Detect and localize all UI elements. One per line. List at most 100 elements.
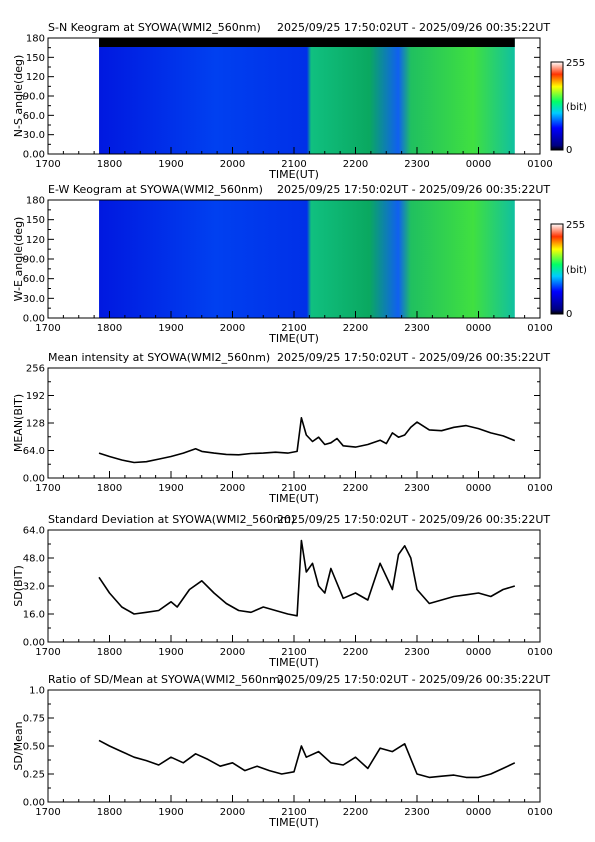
colorbar-max-label: 255 <box>566 58 585 69</box>
y-tick-label: 1.0 <box>29 686 45 697</box>
x-tick-label: 1800 <box>97 159 122 170</box>
y-tick-label: 180 <box>26 196 45 207</box>
x-tick-label: 0100 <box>527 323 552 334</box>
x-tick-label: 0000 <box>466 159 491 170</box>
y-tick-label: 64.0 <box>23 526 45 537</box>
y-tick-label: 16.0 <box>23 610 45 621</box>
chart-title: Ratio of SD/Mean at SYOWA(WMI2_560nm) <box>48 673 284 686</box>
time-range-label: 2025/09/25 17:50:02UT - 2025/09/26 00:35… <box>277 513 550 526</box>
x-tick-label: 0100 <box>527 807 552 818</box>
x-axis-label: TIME(UT) <box>268 332 319 345</box>
x-tick-label: 2100 <box>281 159 306 170</box>
x-tick-label: 2200 <box>343 323 368 334</box>
y-tick-label: 0.00 <box>23 150 45 161</box>
y-tick-label: 64.0 <box>23 446 45 457</box>
x-tick-label: 2100 <box>281 483 306 494</box>
plot-frame <box>47 689 541 803</box>
x-tick-label: 1800 <box>97 323 122 334</box>
x-tick-label: 2000 <box>220 159 245 170</box>
x-tick-label: 2300 <box>404 159 429 170</box>
time-range-label: 2025/09/25 17:50:02UT - 2025/09/26 00:35… <box>277 183 550 196</box>
line-chart-panel: Ratio of SD/Mean at SYOWA(WMI2_560nm)202… <box>12 673 553 829</box>
x-tick-label: 2200 <box>343 159 368 170</box>
x-tick-label: 0100 <box>527 483 552 494</box>
plot-frame <box>47 529 541 643</box>
colorbar-unit-label: (bit) <box>566 102 587 113</box>
x-tick-label: 2300 <box>404 323 429 334</box>
x-tick-label: 1900 <box>158 483 183 494</box>
x-tick-label: 1900 <box>158 807 183 818</box>
keogram-image <box>99 200 515 318</box>
x-tick-label: 1900 <box>158 323 183 334</box>
y-tick-label: 120 <box>26 235 45 246</box>
time-range-label: 2025/09/25 17:50:02UT - 2025/09/26 00:35… <box>277 351 550 364</box>
line-chart-panel: Mean intensity at SYOWA(WMI2_560nm) 2025/… <box>12 351 553 505</box>
x-tick-label: 1700 <box>35 483 60 494</box>
time-range-label: 2025/09/25 17:50:02UT - 2025/09/26 00:35… <box>277 21 550 34</box>
x-tick-label: 2000 <box>220 323 245 334</box>
keogram-image <box>99 38 515 154</box>
x-tick-label: 0100 <box>527 647 552 658</box>
keogram-panel: E-W Keogram at SYOWA(WMI2_560nm) 2025/09/… <box>12 183 587 345</box>
keogram-title: E-W Keogram at SYOWA(WMI2_560nm) <box>48 183 263 196</box>
y-tick-label: 0.00 <box>23 638 45 649</box>
series-line <box>98 539 516 617</box>
x-tick-label: 1700 <box>35 807 60 818</box>
y-tick-label: 48.0 <box>23 554 45 565</box>
y-tick-label: 0.25 <box>23 770 45 781</box>
x-tick-label: 1800 <box>97 483 122 494</box>
x-tick-label: 2200 <box>343 647 368 658</box>
y-tick-label: 150 <box>26 215 45 226</box>
x-tick-label: 2300 <box>404 807 429 818</box>
x-tick-label: 2300 <box>404 647 429 658</box>
y-tick-label: 0.00 <box>23 798 45 809</box>
x-tick-label: 2200 <box>343 483 368 494</box>
colorbar-unit-label: (bit) <box>566 265 587 276</box>
y-tick-label: 120 <box>26 72 45 83</box>
x-tick-label: 1700 <box>35 159 60 170</box>
keogram-panel: S-N Keogram at SYOWA(WMI2_560nm) 2025/09/… <box>12 21 587 181</box>
y-tick-label: 0.50 <box>23 742 45 753</box>
x-tick-label: 1900 <box>158 647 183 658</box>
x-axis-label: TIME(UT) <box>268 656 319 669</box>
x-tick-label: 0000 <box>466 807 491 818</box>
colorbar <box>550 61 564 151</box>
x-tick-label: 2100 <box>281 807 306 818</box>
y-tick-label: 128 <box>26 419 45 430</box>
colorbar-max-label: 255 <box>566 220 585 231</box>
y-tick-label: 90.0 <box>23 92 45 103</box>
x-tick-label: 0100 <box>527 159 552 170</box>
x-tick-label: 2100 <box>281 647 306 658</box>
x-tick-label: 0000 <box>466 483 491 494</box>
y-axis-label: W-E angle(deg) <box>12 217 25 302</box>
colorbar <box>550 223 564 315</box>
y-tick-label: 0.75 <box>23 714 45 725</box>
colorbar-min-label: 0 <box>566 145 572 156</box>
y-axis-label: MEAN(BIT) <box>12 394 25 452</box>
x-tick-label: 1900 <box>158 159 183 170</box>
x-tick-label: 1700 <box>35 647 60 658</box>
x-tick-label: 1700 <box>35 323 60 334</box>
time-range-label: 2025/09/25 17:50:02UT - 2025/09/26 00:35… <box>277 673 550 686</box>
colorbar-min-label: 0 <box>566 309 572 320</box>
y-tick-label: 256 <box>26 364 45 375</box>
y-tick-label: 0.00 <box>23 474 45 485</box>
chart-title: Mean intensity at SYOWA(WMI2_560nm) <box>48 351 270 364</box>
y-tick-label: 30.0 <box>23 294 45 305</box>
x-tick-label: 2100 <box>281 323 306 334</box>
x-tick-label: 1800 <box>97 807 122 818</box>
x-axis-label: TIME(UT) <box>268 492 319 505</box>
y-tick-label: 60.0 <box>23 111 45 122</box>
x-tick-label: 2000 <box>220 807 245 818</box>
y-tick-label: 90.0 <box>23 255 45 266</box>
x-axis-label: TIME(UT) <box>268 816 319 829</box>
y-tick-label: 30.0 <box>23 130 45 141</box>
x-axis-label: TIME(UT) <box>268 168 319 181</box>
x-tick-label: 2200 <box>343 807 368 818</box>
y-tick-label: 0.00 <box>23 314 45 325</box>
y-tick-label: 32.0 <box>23 582 45 593</box>
keogram-title: S-N Keogram at SYOWA(WMI2_560nm) <box>48 21 261 34</box>
y-tick-label: 180 <box>26 34 45 45</box>
chart-title: Standard Deviation at SYOWA(WMI2_560nm) <box>48 513 295 526</box>
